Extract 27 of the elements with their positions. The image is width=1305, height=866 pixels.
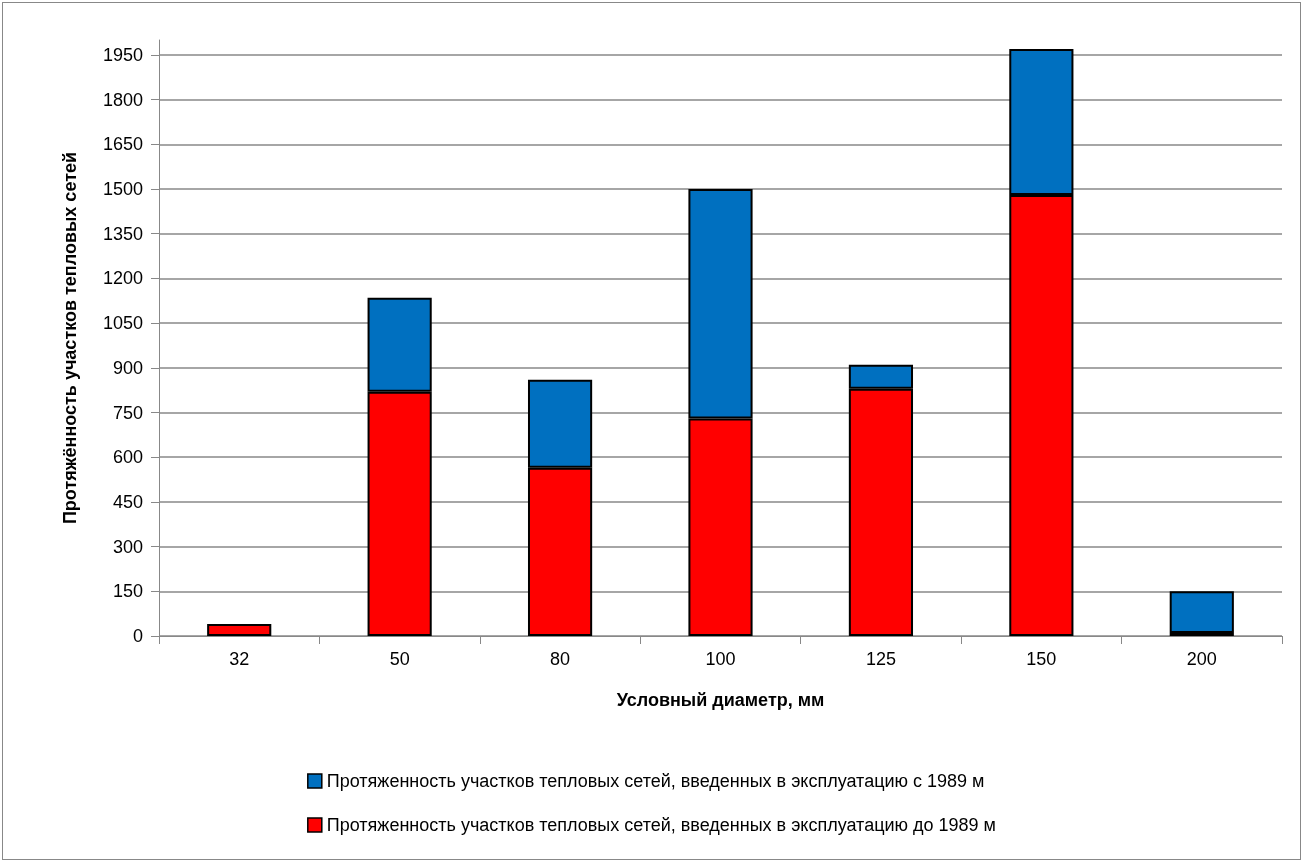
legend-label: Протяженность участков тепловых сетей, введенных в эксплуатацию до 1989 м bbox=[326, 815, 996, 835]
y-tick-label: 1650 bbox=[102, 134, 143, 155]
y-tick-label: 1350 bbox=[102, 223, 143, 244]
y-tick-label: 300 bbox=[112, 536, 143, 557]
x-tick-label: 200 bbox=[1186, 649, 1217, 669]
x-tick-label: 125 bbox=[865, 649, 896, 669]
x-tick-label: 150 bbox=[1026, 649, 1057, 669]
y-axis-title: Протяжённость участков тепловых сетей bbox=[60, 151, 80, 525]
x-tick-label: 80 bbox=[550, 649, 571, 669]
x-axis-title: Условный диаметр, мм bbox=[616, 690, 825, 710]
y-tick-label: 450 bbox=[112, 491, 143, 512]
y-tick-label: 0 bbox=[132, 626, 143, 646]
y-tick-label: 1050 bbox=[102, 313, 143, 334]
x-tick-label: 50 bbox=[389, 649, 410, 669]
x-tick-label: 100 bbox=[705, 649, 736, 669]
y-tick-label: 150 bbox=[112, 581, 143, 602]
bar bbox=[1169, 591, 1234, 634]
y-tick-label: 1200 bbox=[102, 268, 143, 289]
legend-label: Протяженность участков тепловых сетей, введенных в эксплуатацию с 1989 м bbox=[326, 771, 985, 791]
y-tick-label: 750 bbox=[112, 402, 143, 423]
y-tick-label: 1950 bbox=[102, 44, 143, 65]
y-tick-label: 600 bbox=[112, 447, 143, 468]
y-tick-label: 900 bbox=[112, 357, 143, 378]
bar bbox=[207, 624, 272, 636]
y-tick-label: 1800 bbox=[102, 89, 143, 110]
x-tick-label: 32 bbox=[229, 649, 250, 669]
y-tick-label: 1500 bbox=[102, 179, 143, 199]
